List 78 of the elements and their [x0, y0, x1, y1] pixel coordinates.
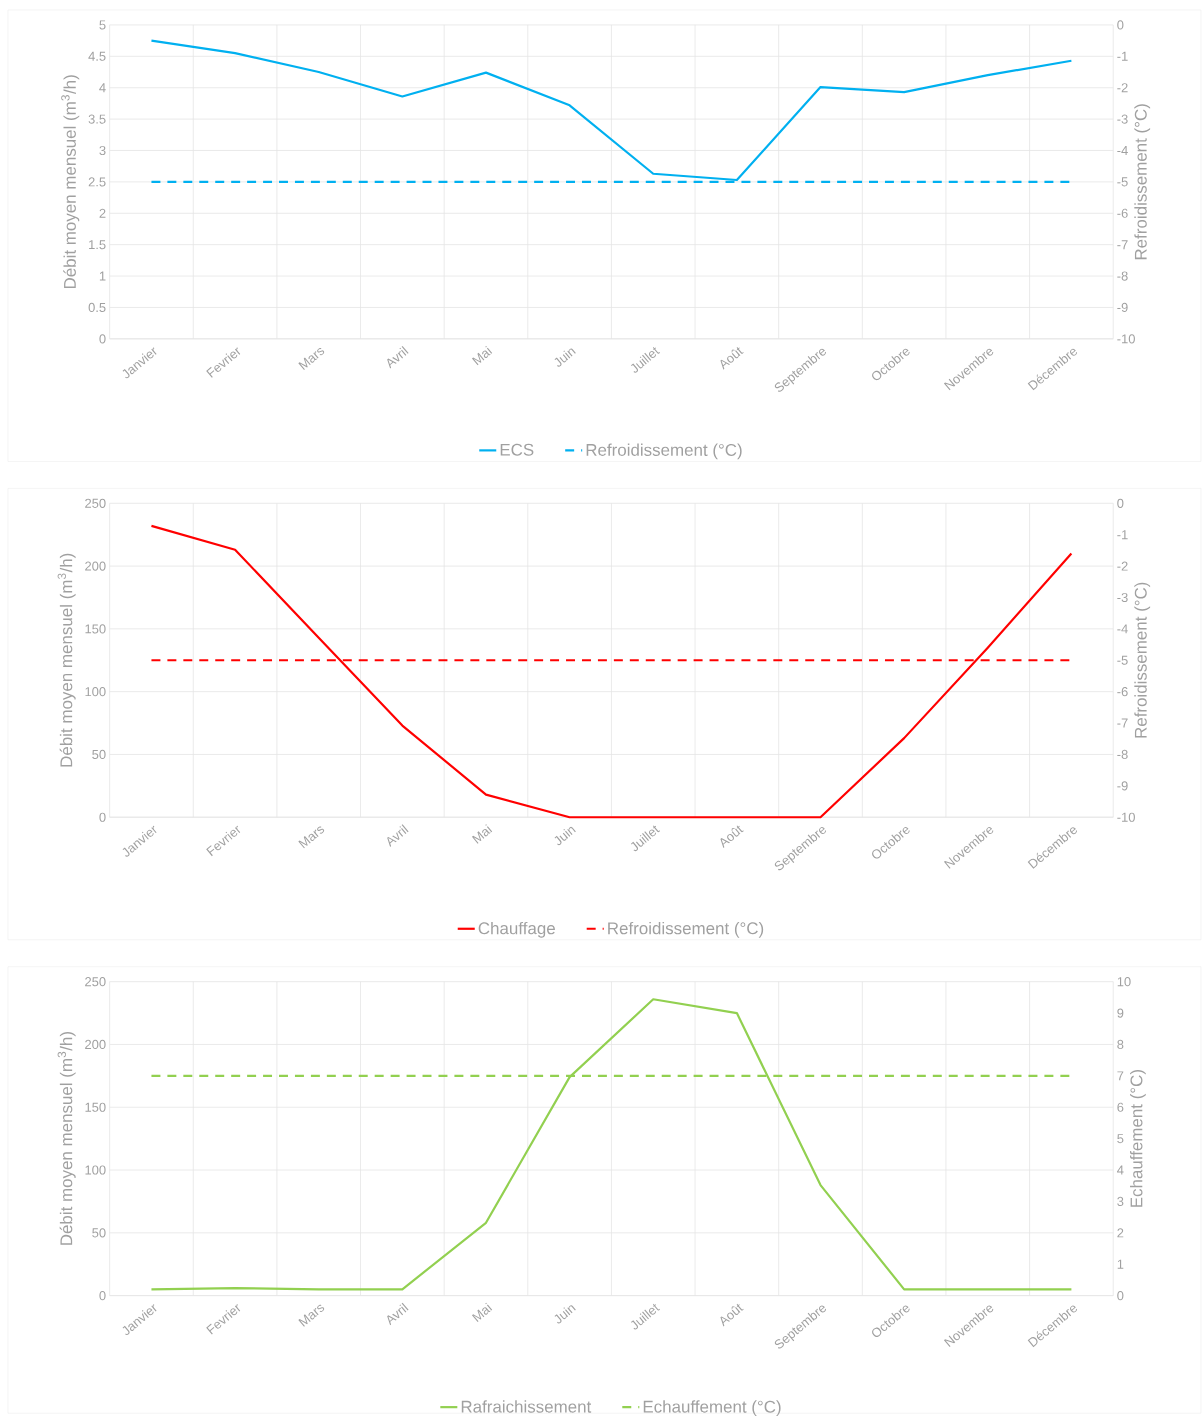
y-tick-label: 2 [99, 208, 106, 218]
legend-label: Chauffage [478, 921, 555, 938]
y2-tick-label: -4 [1117, 146, 1128, 155]
y2-tick-label: -2 [1117, 83, 1128, 93]
x-tick-label: Mai [472, 1302, 493, 1323]
legend-label: ECS [500, 443, 534, 456]
x-tick-label: Juin [554, 826, 576, 846]
y2-tick-label: -1 [1117, 530, 1128, 540]
y-tick-label: 0.5 [88, 302, 106, 313]
legend-label: Echauffement (°C) [643, 1400, 781, 1417]
y-tick-label: 0 [99, 1291, 106, 1301]
y2-tick-label: -10 [1117, 812, 1136, 822]
y-tick-label: 100 [85, 687, 106, 697]
y2-tick-label: 5 [1117, 1134, 1124, 1144]
y2-tick-label: -6 [1117, 208, 1128, 218]
y2-tick-label: -7 [1117, 718, 1128, 728]
y-tick-label: 4.5 [88, 51, 106, 61]
y-tick-label: 0 [99, 334, 106, 344]
y2-tick-label: -5 [1117, 177, 1128, 187]
line-series [150, 39, 1073, 182]
y2-tick-label: 9 [1117, 1008, 1124, 1018]
y2-tick-label: 0 [1117, 498, 1124, 508]
y-tick-label: 150 [85, 624, 106, 634]
y-tick-label: 200 [85, 561, 106, 571]
y2-tick-label: -5 [1117, 655, 1128, 665]
x-tick-label: Mai [472, 824, 493, 844]
legend-label: Rafraichissement [461, 1400, 592, 1413]
y-tick-label: 3 [99, 145, 106, 156]
legend-label: Refroidissement (°C) [586, 443, 742, 460]
y2-tick-label: 2 [1117, 1228, 1124, 1238]
y2-tick-label: -9 [1117, 781, 1128, 791]
y-tick-label: 3.5 [88, 114, 106, 124]
y2-tick-label: 3 [1117, 1196, 1124, 1207]
y2-tick-label: -3 [1117, 592, 1128, 603]
x-tick-label: Mai [472, 345, 493, 366]
y2-tick-label: 1 [1117, 1259, 1124, 1269]
y2-axis-title: Refroidissement (°C) [1134, 104, 1151, 260]
y2-tick-label: 0 [1117, 1291, 1124, 1301]
y-tick-label: 2.5 [88, 177, 106, 187]
y2-tick-label: -8 [1117, 271, 1128, 281]
y-tick-label: 100 [85, 1165, 106, 1175]
y2-tick-label: -3 [1117, 114, 1128, 124]
x-tick-label: Juin [554, 1305, 576, 1324]
y2-tick-label: 10 [1117, 977, 1131, 987]
y2-tick-label: -4 [1117, 624, 1128, 634]
y2-tick-label: -7 [1117, 240, 1128, 250]
y2-tick-label: -6 [1117, 687, 1128, 697]
y2-tick-label: 8 [1117, 1039, 1124, 1050]
y-tick-label: 50 [92, 749, 106, 760]
y-tick-label: 0 [99, 812, 106, 822]
x-tick-label: Juin [554, 348, 576, 367]
y2-tick-label: -1 [1117, 51, 1128, 61]
x-tick-label: Mars [298, 826, 325, 849]
y-tick-label: 1 [99, 271, 106, 281]
y2-tick-label: -2 [1117, 561, 1128, 571]
y-axis-title: Débit moyen mensuel (m$^{3}$/h) [57, 553, 76, 767]
y2-tick-label: 6 [1117, 1102, 1124, 1112]
y-axis-title: Débit moyen mensuel (m$^{3}$/h) [61, 75, 80, 289]
legend-label: Refroidissement (°C) [608, 921, 764, 938]
y2-tick-label: -8 [1117, 749, 1128, 760]
y2-tick-label: -10 [1117, 334, 1136, 344]
y2-axis-title: Echauffement (°C) [1130, 1070, 1146, 1207]
y2-tick-label: 4 [1117, 1165, 1124, 1175]
y-tick-label: 4 [99, 83, 106, 93]
y-tick-label: 1.5 [89, 240, 106, 250]
y-tick-label: 250 [85, 498, 106, 508]
y-tick-label: 250 [85, 977, 106, 987]
y2-axis-title: Refroidissement (°C) [1134, 582, 1151, 738]
y2-tick-label: -9 [1117, 302, 1128, 313]
y2-tick-label: 7 [1117, 1071, 1124, 1081]
y-tick-label: 150 [85, 1102, 106, 1112]
y2-tick-label: 0 [1117, 20, 1124, 30]
y-tick-label: 50 [92, 1228, 106, 1238]
x-tick-label: Mars [298, 348, 325, 370]
y-tick-label: 200 [85, 1039, 106, 1050]
x-tick-label: Avril [387, 1302, 409, 1326]
y-axis-title: Débit moyen mensuel (m$^{3}$/h) [57, 1032, 76, 1245]
y-tick-label: 5 [99, 20, 106, 30]
